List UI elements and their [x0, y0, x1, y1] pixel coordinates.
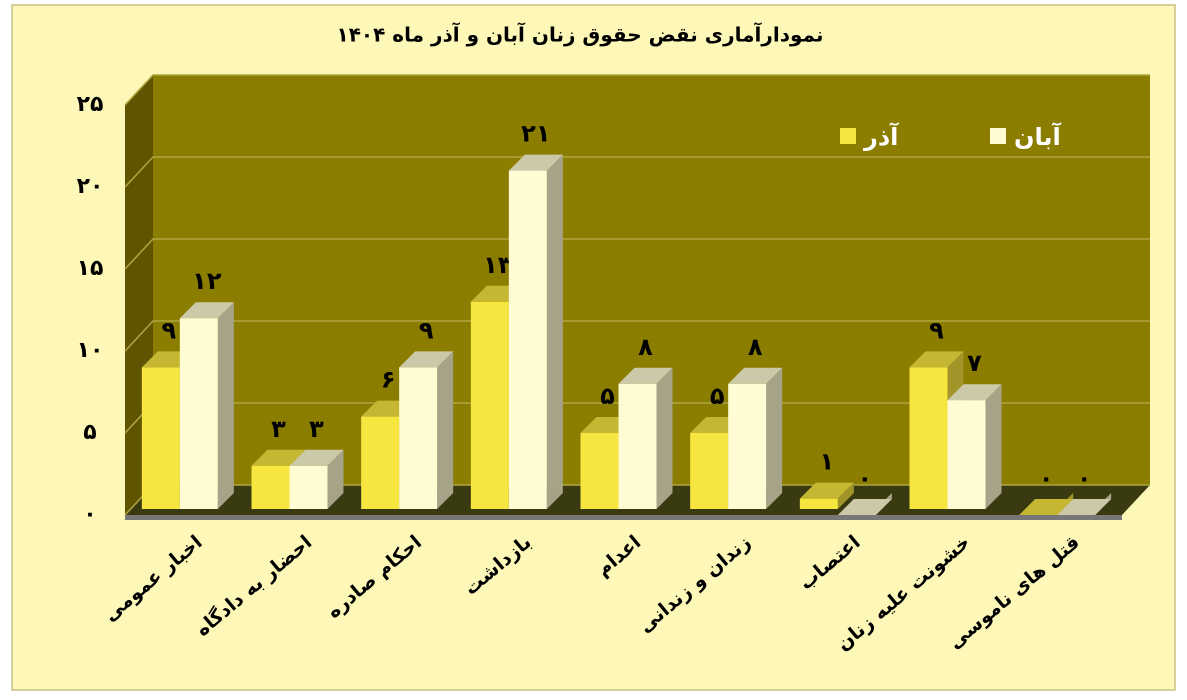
- value-label: ۹: [162, 316, 177, 344]
- bar-front: [799, 498, 838, 509]
- bar-top: [909, 351, 964, 368]
- bar-front: [361, 416, 400, 509]
- bar-front: [947, 400, 986, 509]
- bar-front: [618, 383, 657, 509]
- bar-top: [618, 367, 673, 384]
- floor-edge: [125, 515, 1122, 520]
- bar-side: [546, 154, 563, 509]
- y-tick-label: ۰: [83, 502, 96, 527]
- grid-line: [124, 74, 1150, 106]
- y-tick-label: ۵: [83, 420, 96, 445]
- y-tick-label: ۲۰: [77, 174, 104, 199]
- bar-front: [179, 318, 218, 509]
- value-label: ۳: [309, 415, 324, 443]
- bar: [618, 367, 673, 509]
- chart-title: نمودارآماری نقض حقوق زنان آبان و آذر ماه…: [337, 22, 824, 47]
- grid-line: [124, 238, 1150, 270]
- value-label: ۶: [381, 366, 396, 394]
- value-label: ۰: [1039, 464, 1054, 492]
- bar-side: [766, 367, 783, 509]
- bar-top: [1057, 499, 1112, 515]
- bar: [508, 154, 563, 509]
- bar-front: [141, 367, 180, 509]
- value-label: ۹: [419, 316, 434, 344]
- grid-line: [124, 156, 1150, 188]
- bar-top: [728, 367, 783, 384]
- legend-swatch: [840, 128, 856, 144]
- bar-front: [580, 433, 619, 509]
- bar-top: [289, 449, 344, 466]
- bar-top: [837, 499, 892, 515]
- bar-side: [985, 384, 1002, 509]
- value-label: ۹: [929, 316, 944, 344]
- bar: [399, 351, 454, 509]
- value-label: ۱: [820, 448, 835, 476]
- bar-top: [1019, 499, 1074, 515]
- bar-front: [728, 383, 767, 509]
- legend-label: آذر: [863, 122, 899, 151]
- bar-top: [947, 384, 1002, 401]
- bar-front: [251, 465, 290, 509]
- value-label: ۵: [600, 382, 615, 410]
- bar-top: [508, 154, 563, 171]
- value-label: ۸: [638, 333, 653, 361]
- bar-top: [799, 482, 854, 499]
- bar: [179, 302, 234, 509]
- bar: [947, 384, 1002, 509]
- bar-front: [470, 301, 509, 509]
- bar-side: [656, 367, 673, 509]
- y-tick-label: ۱۵: [77, 256, 104, 281]
- value-label: ۰: [858, 464, 873, 492]
- value-label: ۱۳: [483, 251, 513, 279]
- value-label: ۷: [967, 349, 982, 377]
- bar: [837, 493, 892, 515]
- bar-front: [289, 465, 328, 509]
- value-label: ۰: [1077, 464, 1092, 492]
- bar-side: [837, 482, 854, 509]
- bar-front: [909, 367, 948, 509]
- value-label: ۲۱: [521, 120, 550, 148]
- bar: [289, 449, 344, 509]
- bar-front: [399, 367, 438, 509]
- value-label: ۵: [710, 382, 725, 410]
- y-tick-label: ۱۰: [77, 338, 104, 363]
- bar-front: [508, 170, 547, 509]
- value-label: ۸: [748, 333, 763, 361]
- bar-side: [217, 302, 234, 509]
- bar: [799, 482, 854, 509]
- bar-side: [327, 449, 344, 509]
- bar: [728, 367, 783, 509]
- value-label: ۳: [271, 415, 286, 443]
- legend-swatch: [990, 128, 1006, 144]
- bar-top: [179, 302, 234, 319]
- legend-label: آبان: [1014, 122, 1062, 151]
- y-tick-label: ۲۵: [77, 92, 104, 117]
- grid-line: [124, 320, 1150, 352]
- bar-side: [437, 351, 454, 509]
- bar-top: [251, 449, 306, 466]
- bar-front: [690, 433, 729, 509]
- bar: [1057, 493, 1112, 515]
- bar-top: [399, 351, 454, 368]
- value-label: ۱۲: [192, 267, 222, 295]
- bar: [1019, 493, 1074, 515]
